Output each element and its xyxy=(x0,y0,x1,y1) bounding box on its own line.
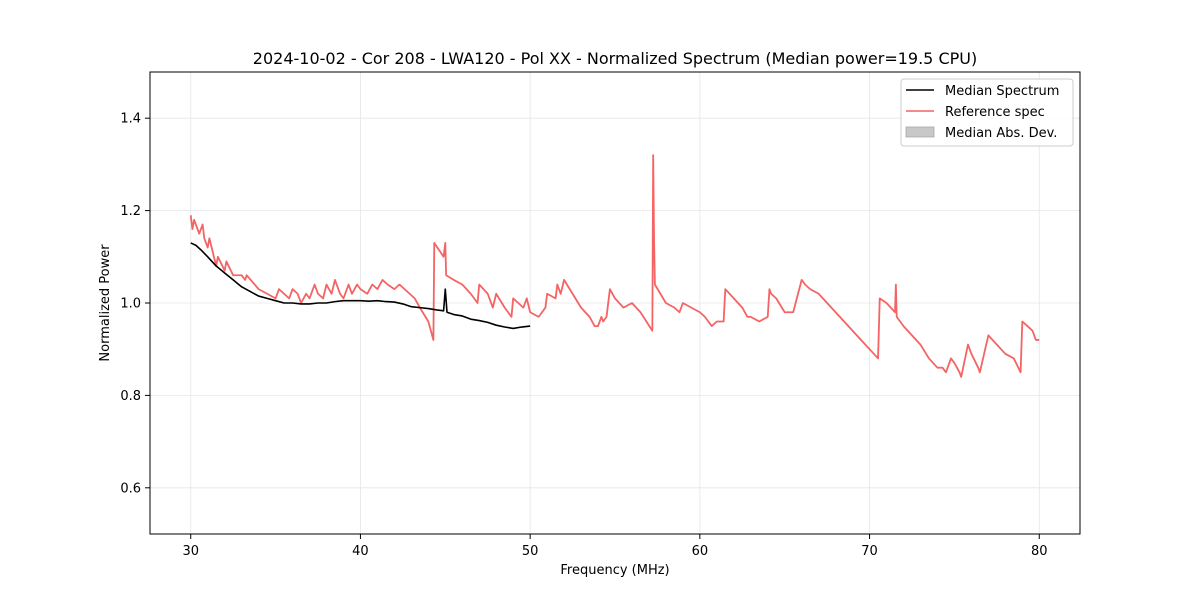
chart-title: 2024-10-02 - Cor 208 - LWA120 - Pol XX -… xyxy=(253,49,977,68)
x-tick-label: 70 xyxy=(861,544,878,559)
y-tick-label: 1.4 xyxy=(120,112,141,127)
series-layer xyxy=(189,154,1040,378)
legend-swatch-mad xyxy=(905,126,935,138)
x-tick-label: 40 xyxy=(352,544,369,559)
legend-frame xyxy=(900,78,1074,147)
legend-label-mad: Median Abs. Dev. xyxy=(945,126,1057,141)
legend: Median Spectrum Reference spec Median Ab… xyxy=(900,78,1074,147)
x-tick-label: 60 xyxy=(692,544,709,559)
y-axis-label: Normalized Power xyxy=(98,244,113,362)
series-reference-spec-line xyxy=(189,154,1040,378)
legend-label-reference: Reference spec xyxy=(945,105,1045,120)
x-tick-label: 50 xyxy=(522,544,539,559)
x-tick-label: 80 xyxy=(1031,544,1048,559)
y-tick-label: 0.6 xyxy=(120,481,141,496)
legend-label-median: Median Spectrum xyxy=(945,84,1059,99)
ticks: 30 40 50 60 70 80 0.6 0.8 1.0 1.2 1.4 xyxy=(120,112,1047,559)
x-tick-label: 30 xyxy=(182,544,199,559)
y-tick-label: 1.2 xyxy=(120,204,141,219)
series-median-spectrum-line xyxy=(190,242,531,330)
y-tick-label: 0.8 xyxy=(120,389,141,404)
y-tick-label: 1.0 xyxy=(120,297,141,312)
x-axis-label: Frequency (MHz) xyxy=(560,563,669,578)
